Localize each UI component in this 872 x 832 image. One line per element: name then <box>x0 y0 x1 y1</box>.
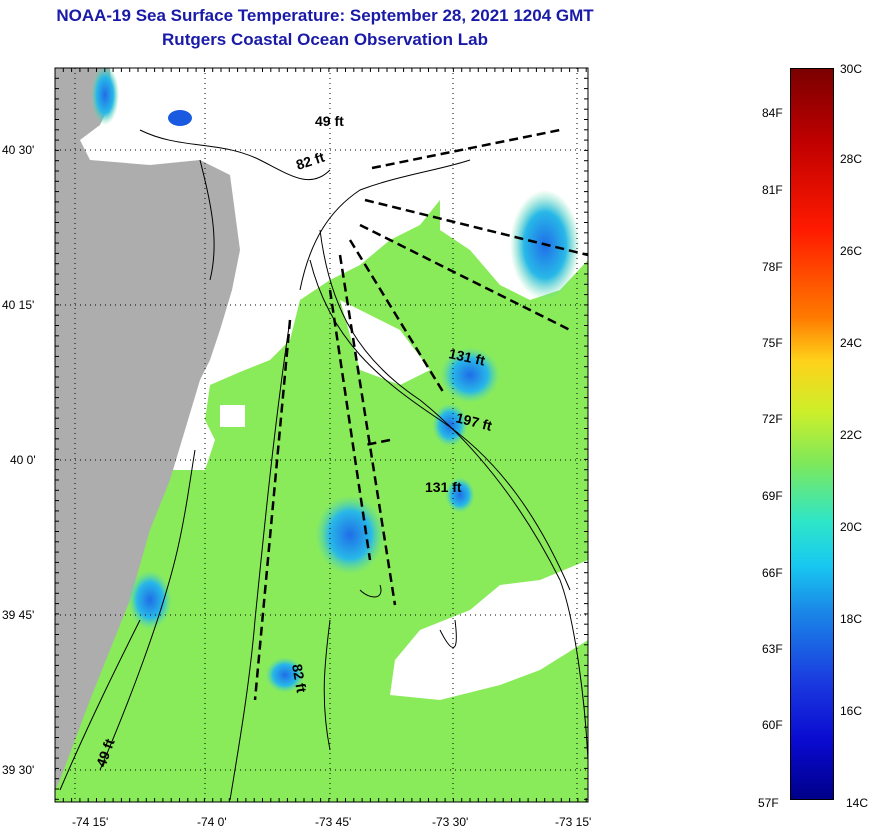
temperature-colorbar <box>790 68 834 800</box>
lat-label: 40 0' <box>10 453 36 467</box>
colorbar-fahrenheit-label: 63F <box>762 642 783 656</box>
cool-patch <box>168 110 192 126</box>
cool-patch <box>265 657 305 693</box>
depth-label: 131 ft <box>425 479 462 495</box>
colorbar-fahrenheit-label: 84F <box>762 106 783 120</box>
colorbar-celsius-label: 24C <box>840 336 863 350</box>
colorbar-fahrenheit-label: 72F <box>762 412 783 426</box>
map-title: NOAA-19 Sea Surface Temperature: Septemb… <box>56 6 594 25</box>
colorbar-fahrenheit-label: 75F <box>762 336 783 350</box>
lon-label: -73 15' <box>555 815 591 829</box>
colorbar-fahrenheit-label: 81F <box>762 183 783 197</box>
colorbar-fahrenheit-label: 78F <box>762 260 783 274</box>
shipping-lanes <box>253 128 588 701</box>
colorbar-celsius-label: 26C <box>840 244 863 258</box>
lon-label: -73 45' <box>315 815 351 829</box>
colorbar-celsius-label: 22C <box>840 428 863 442</box>
lat-label: 40 15' <box>2 298 34 312</box>
cloud-mask-southeast <box>390 560 588 700</box>
lat-label: 39 30' <box>2 763 34 777</box>
cool-patch <box>440 347 500 403</box>
cloud-patch <box>220 405 245 427</box>
lon-label: -73 30' <box>432 815 468 829</box>
map-subtitle: Rutgers Coastal Ocean Observation Lab <box>162 30 488 49</box>
depth-label: 49 ft <box>315 113 344 129</box>
lat-label: 40 30' <box>2 143 34 157</box>
axis-ticks <box>54 67 588 802</box>
colorbar-fahrenheit-label: 57F <box>758 796 779 810</box>
colorbar-celsius-label: 14C <box>846 796 869 810</box>
bathymetry-contours <box>59 129 588 801</box>
colorbar-celsius-label: 30C <box>840 62 863 76</box>
cool-patch <box>128 570 172 630</box>
colorbar-fahrenheit-label: 60F <box>762 718 783 732</box>
cool-patch <box>432 403 468 447</box>
lon-label: -74 0' <box>197 815 227 829</box>
cool-patch <box>91 68 119 125</box>
colorbar-celsius-label: 16C <box>840 704 863 718</box>
colorbar-celsius-label: 18C <box>840 612 863 626</box>
colorbar-fahrenheit-label: 66F <box>762 566 783 580</box>
depth-label: 131 ft <box>447 345 486 368</box>
colorbar-celsius-label: 28C <box>840 152 863 166</box>
cloud-mask-center <box>340 300 430 385</box>
land-new-jersey <box>55 68 240 790</box>
cool-patch <box>315 495 385 575</box>
depth-label: 82 ft <box>289 663 310 694</box>
lon-label: -74 15' <box>72 815 108 829</box>
lat-label: 39 45' <box>2 608 34 622</box>
colorbar-celsius-label: 20C <box>840 520 863 534</box>
colorbar-fahrenheit-label: 69F <box>762 489 783 503</box>
map-frame <box>54 67 589 803</box>
